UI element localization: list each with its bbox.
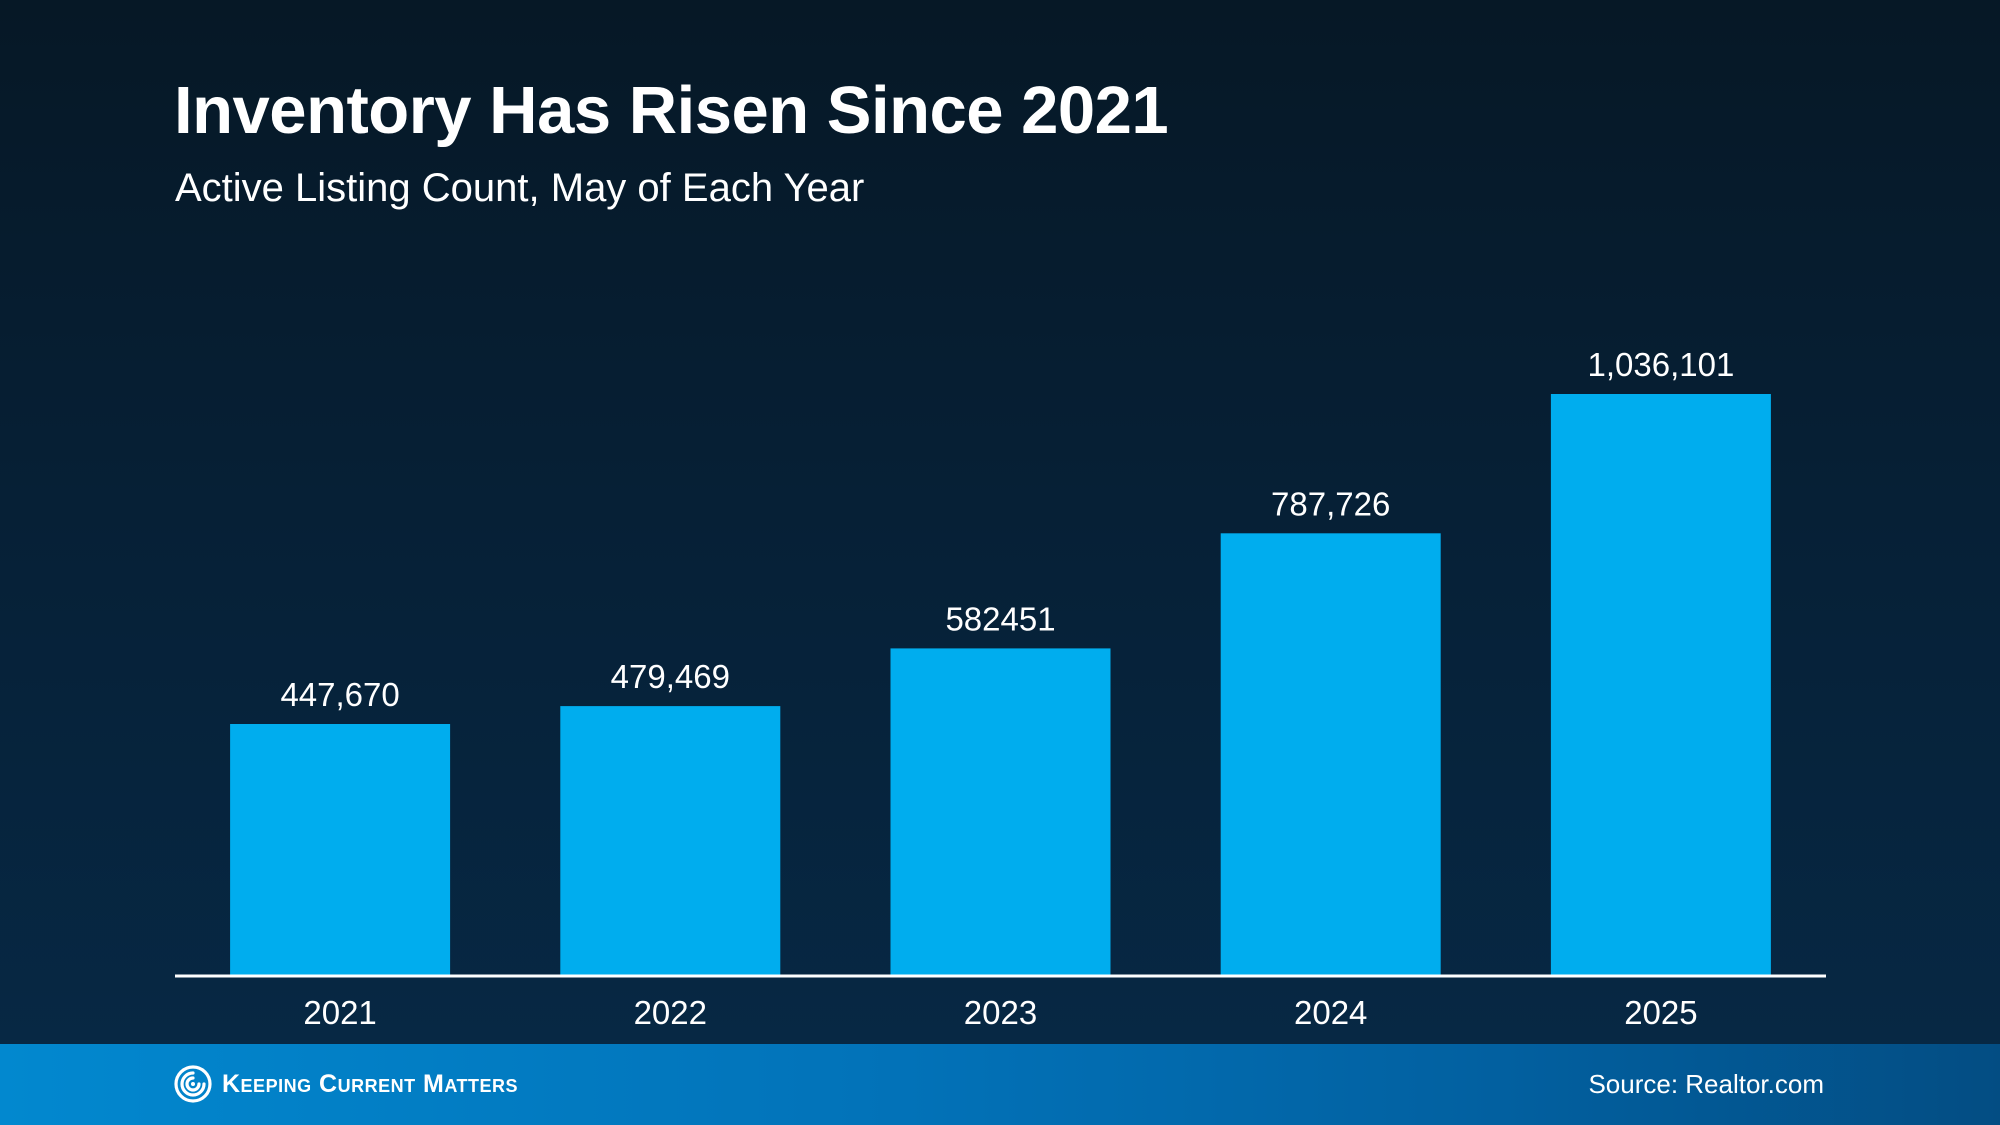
bar-2021 bbox=[230, 724, 451, 975]
x-tick-label-2025: 2025 bbox=[1624, 994, 1697, 1031]
bar-2022 bbox=[560, 706, 781, 975]
data-label-2024: 787,726 bbox=[1271, 485, 1390, 522]
spiral-logo-icon bbox=[174, 1065, 212, 1103]
brand-logo: Keeping Current Matters bbox=[174, 1062, 518, 1106]
bar-2024 bbox=[1220, 533, 1441, 975]
bar-2023 bbox=[890, 648, 1111, 975]
data-label-2022: 479,469 bbox=[611, 658, 730, 695]
data-label-2025: 1,036,101 bbox=[1587, 346, 1734, 383]
chart-title: Inventory Has Risen Since 2021 bbox=[174, 73, 1169, 148]
brand-name: Keeping Current Matters bbox=[222, 1069, 519, 1098]
x-tick-label-2024: 2024 bbox=[1294, 994, 1367, 1031]
x-tick-label-2021: 2021 bbox=[303, 994, 376, 1031]
data-label-2023: 582451 bbox=[945, 600, 1055, 637]
footer-band: Keeping Current Matters Source: Realtor.… bbox=[0, 1044, 2000, 1125]
source-note: Source: Realtor.com bbox=[1588, 1069, 1824, 1099]
x-tick-label-2023: 2023 bbox=[964, 994, 1037, 1031]
bar-2025 bbox=[1550, 394, 1771, 975]
data-label-2021: 447,670 bbox=[280, 676, 399, 713]
chart-subtitle: Active Listing Count, May of Each Year bbox=[175, 166, 865, 210]
x-tick-label-2022: 2022 bbox=[634, 994, 707, 1031]
